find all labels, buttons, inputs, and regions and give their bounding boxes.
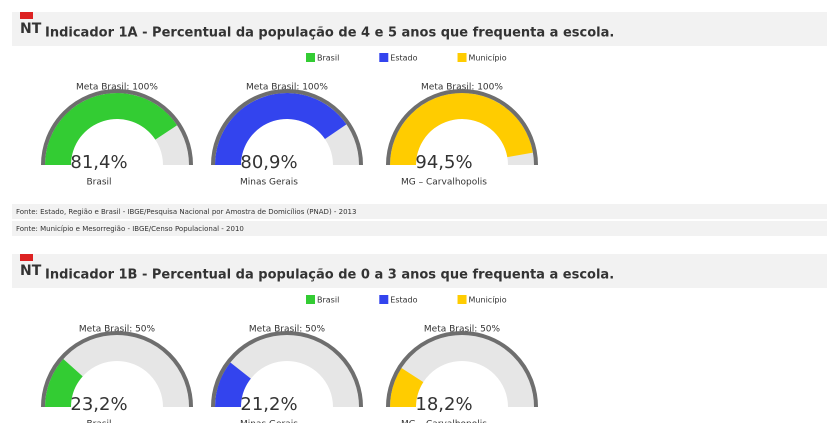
gauge-value: 21,2% [240,394,297,415]
gauge-category: Brasil [86,420,111,423]
legend-label: Município [469,296,507,305]
pdf-icon [20,12,33,19]
gauge-rim [386,89,538,166]
gauge-fill [390,368,424,407]
header-icon: NT [20,21,42,37]
gauge-value: 94,5% [415,152,472,173]
gauge-title: Meta Brasil: 100% [246,83,328,93]
gauge-rim [41,89,193,166]
source-text: Fonte: Estado, Região e Brasil - IBGE/Pe… [16,208,356,216]
source-bar [12,221,827,236]
gauge-value: 23,2% [70,394,127,415]
gauge-value: 80,9% [240,152,297,173]
gauge-fill [390,92,533,165]
gauge-fill [45,359,83,407]
source-text: Fonte: Município e Mesorregião - IBGE/Ce… [16,225,244,233]
gauge-fill [215,92,347,165]
header-bar [12,254,827,288]
gauge-rim [211,331,363,408]
gauge-value: 81,4% [70,152,127,173]
legend-label: Estado [390,296,417,305]
pdf-icon [20,254,33,261]
gauge-track [215,335,359,407]
header-bar [12,12,827,46]
gauge-category: Brasil [86,178,111,188]
gauge-fill [45,92,178,165]
header-icon: NT [20,263,42,279]
legend-swatch [306,295,315,304]
gauge-title: Meta Brasil: 50% [79,325,156,335]
gauge-rim [386,331,538,408]
legend-swatch [379,295,389,304]
legend-swatch [379,53,389,62]
gauge-category: Minas Gerais [240,420,298,423]
gauge-category: MG – Carvalhopolis [401,420,487,423]
source-bar [12,204,827,219]
gauge-title: Meta Brasil: 100% [76,83,158,93]
section-title: Indicador 1A - Percentual da população d… [45,26,614,41]
gauge-category: MG – Carvalhopolis [401,178,487,188]
section-title: Indicador 1B - Percentual da população d… [45,268,614,283]
legend-label: Brasil [317,54,339,63]
legend-swatch [306,53,315,62]
legend-swatch [457,295,467,304]
gauge-rim [211,89,363,166]
legend-swatch [457,53,467,62]
gauge-value: 18,2% [415,394,472,415]
gauge-track [45,335,189,407]
legend-label: Brasil [317,296,339,305]
gauge-rim [41,331,193,408]
legend-label: Estado [390,54,417,63]
gauge-track [390,335,534,407]
legend-label: Município [469,54,507,63]
gauge-title: Meta Brasil: 50% [249,325,326,335]
gauge-title: Meta Brasil: 50% [424,325,501,335]
gauge-fill [215,362,251,407]
gauge-title: Meta Brasil: 100% [421,83,503,93]
gauge-category: Minas Gerais [240,178,298,188]
